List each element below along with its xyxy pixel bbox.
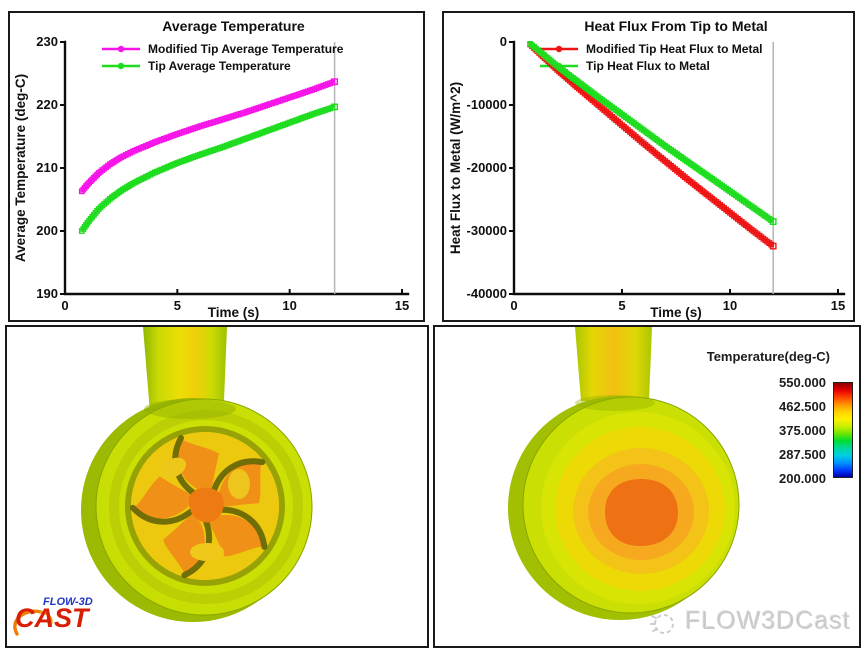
panel-heat-flux-chart: Heat Flux From Tip to Metal Time (s) Heat …	[442, 11, 855, 322]
logo-brand-main: CAST	[15, 603, 89, 633]
y-tick-label: 230	[36, 34, 58, 49]
x-tick-label: 5	[174, 298, 181, 313]
x-tick-label: 15	[395, 298, 409, 313]
yellow-patch	[228, 469, 250, 499]
chart-legend: Modified Tip Average Temperature Tip Aver…	[102, 42, 344, 73]
yellow-patch	[159, 457, 187, 479]
y-tick-label: 220	[36, 97, 58, 112]
x-tick-label: 0	[510, 298, 517, 313]
y-tick-label: -30000	[467, 223, 507, 238]
series-1	[78, 103, 338, 234]
chart-title: Heat Flux From Tip to Metal	[584, 18, 767, 34]
impeller-hub	[188, 487, 224, 523]
colorbar-title: Temperature(deg-C)	[706, 349, 830, 364]
legend-marker	[117, 45, 125, 53]
average-temperature-chart: Average Temperature Time (s) Average Tempe…	[13, 18, 410, 320]
legend-label: Modified Tip Average Temperature	[148, 42, 344, 56]
colorbar-tick-462: 462.500	[779, 399, 826, 414]
x-tick-label: 10	[723, 298, 737, 313]
x-tick-label: 5	[618, 298, 625, 313]
y-axis-label: Average Temperature (deg-C)	[13, 74, 28, 262]
axes	[63, 40, 410, 296]
heat-flux-chart: Heat Flux From Tip to Metal Time (s) Heat …	[448, 18, 845, 320]
yellow-patch	[190, 543, 224, 561]
recess-groove	[125, 426, 285, 586]
y-tick-label: 210	[36, 160, 58, 175]
legend-marker	[555, 45, 563, 53]
watermark-wechat-icon	[650, 614, 675, 634]
colorbar-gradient	[833, 382, 853, 478]
panel-average-temperature-chart: Average Temperature Time (s) Average Tempe…	[8, 11, 425, 322]
chart-legend: Modified Tip Heat Flux to Metal Tip Heat …	[540, 42, 762, 73]
wechat-watermark: FLOW3DCast	[647, 604, 851, 638]
y-tick-label: -40000	[467, 286, 507, 301]
x-tick-label: 15	[831, 298, 845, 313]
sprue-shape	[575, 327, 652, 401]
sprue-junction-shadow	[575, 395, 655, 411]
wheel-face-ring	[109, 410, 303, 604]
colorbar-tick-287: 287.500	[779, 447, 826, 462]
y-tick-label: 0	[500, 34, 507, 49]
logo-brand-top: FLOW-3D	[43, 596, 93, 608]
legend-label: Tip Heat Flux to Metal	[586, 59, 710, 73]
panel-3d-casting-front-view: FLOW-3D CAST	[5, 325, 429, 648]
colorbar-tick-200: 200.000	[779, 471, 826, 486]
y-tick-label: -20000	[467, 160, 507, 175]
colorbar-tick-375: 375.000	[779, 423, 826, 438]
impeller-spokes	[129, 435, 268, 579]
temperature-contours	[541, 412, 735, 604]
legend-label: Tip Average Temperature	[148, 59, 291, 73]
casting-front-render	[81, 327, 313, 622]
series-0	[78, 78, 338, 195]
y-tick-label: 200	[36, 223, 58, 238]
legend-marker	[117, 62, 125, 70]
y-tick-label: 190	[36, 286, 58, 301]
logo-swirl-icon	[13, 609, 53, 636]
y-tick-label: -10000	[467, 97, 507, 112]
watermark-text: FLOW3DCast	[685, 606, 851, 635]
casting-back-render	[508, 327, 740, 620]
legend-label: Modified Tip Heat Flux to Metal	[586, 42, 762, 56]
sprue-junction-shadow	[144, 399, 236, 419]
x-axis-label: Time (s)	[208, 305, 260, 320]
y-axis-label: Heat Flux to Metal (W/m^2)	[448, 82, 463, 254]
series-1	[527, 41, 777, 225]
colorbar-tick-550: 550.000	[779, 375, 826, 390]
chart-title: Average Temperature	[162, 18, 305, 34]
flow3d-cast-logo: FLOW-3D CAST	[13, 596, 115, 642]
x-axis-label: Time (s)	[650, 305, 702, 320]
panel-3d-casting-back-view: Temperature(deg-C) 550.000 462.500 375.0…	[433, 325, 861, 648]
x-tick-label: 10	[282, 298, 296, 313]
x-tick-label: 0	[61, 298, 68, 313]
